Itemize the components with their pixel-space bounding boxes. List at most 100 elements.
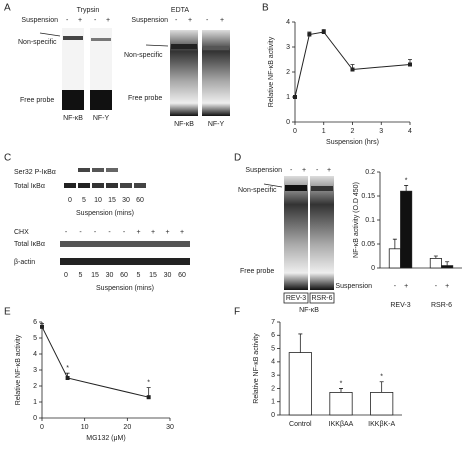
gel-image bbox=[170, 30, 230, 116]
blot-image bbox=[64, 168, 146, 188]
y-tick-label: 3 bbox=[33, 367, 37, 374]
x-tick-label: IKKβK-A bbox=[368, 421, 395, 428]
row-label: Suspension bbox=[21, 17, 58, 24]
bar bbox=[329, 392, 353, 416]
lane-label: NF-κB bbox=[174, 121, 194, 128]
sign: - bbox=[65, 229, 68, 236]
gel-image bbox=[62, 28, 112, 110]
band-label: Non-specific bbox=[18, 39, 57, 46]
y-tick-label: 2 bbox=[271, 385, 275, 392]
row-label: Total IκBα bbox=[14, 241, 45, 248]
marker bbox=[321, 30, 326, 34]
x-tick-label: 0 bbox=[293, 128, 297, 135]
lane-label: 30 bbox=[122, 197, 130, 204]
gel-title: Trypsin bbox=[77, 7, 100, 14]
error-bar bbox=[339, 388, 343, 393]
y-tick-label: 2 bbox=[33, 383, 37, 390]
lane-label: 0 bbox=[68, 197, 72, 204]
bar bbox=[288, 352, 312, 416]
blot-image bbox=[60, 241, 190, 265]
x-tick-label: 2 bbox=[351, 128, 355, 135]
sign: + bbox=[136, 229, 140, 236]
sign: + bbox=[106, 17, 110, 24]
arrow bbox=[39, 32, 61, 37]
panel-label: C bbox=[4, 153, 11, 164]
legend-entry: + bbox=[404, 283, 408, 290]
y-tick-label: 0 bbox=[371, 265, 375, 272]
sign: + bbox=[165, 229, 169, 236]
lane-box bbox=[309, 292, 335, 304]
marker bbox=[40, 324, 44, 329]
marker bbox=[350, 67, 355, 72]
row-label: Suspension bbox=[131, 17, 168, 24]
sign: + bbox=[220, 17, 224, 24]
sign: - bbox=[175, 17, 178, 24]
band-label: Non-specific bbox=[238, 187, 277, 194]
y-tick-label: 1 bbox=[33, 399, 37, 406]
lane-label: 5 bbox=[79, 272, 83, 279]
band-label: Non-specific bbox=[124, 52, 163, 59]
y-tick-label: 0 bbox=[286, 119, 290, 126]
y-axis-label: Relative NF-κB activity bbox=[268, 36, 275, 107]
arrow bbox=[263, 183, 283, 188]
axis bbox=[41, 322, 170, 419]
y-tick-label: 3 bbox=[271, 372, 275, 379]
y-tick-label: 1 bbox=[271, 399, 275, 406]
sign: - bbox=[108, 229, 111, 236]
lane-label: NF-Y bbox=[208, 121, 225, 128]
error-bar bbox=[298, 333, 303, 353]
sign: + bbox=[302, 167, 306, 174]
error-bar bbox=[433, 255, 438, 259]
y-tick-label: 6 bbox=[271, 332, 275, 339]
panel-label: A bbox=[4, 3, 11, 14]
legend-entry: - bbox=[394, 283, 397, 290]
lane-label: 30 bbox=[164, 272, 172, 279]
sign: + bbox=[188, 17, 192, 24]
marker bbox=[293, 95, 297, 99]
annotation: * bbox=[147, 379, 150, 386]
lane-label: RSR-6 bbox=[311, 295, 332, 302]
x-tick-label: Control bbox=[289, 421, 312, 428]
annotation: * bbox=[340, 380, 343, 387]
sign: + bbox=[151, 229, 155, 236]
probe-label: Free probe bbox=[20, 97, 54, 104]
probe-label: Free probe bbox=[128, 95, 162, 102]
lane-label: 15 bbox=[108, 197, 116, 204]
row-label: CHX bbox=[14, 229, 29, 236]
lane-label: 0 bbox=[64, 272, 68, 279]
lane-label: REV-3 bbox=[286, 295, 306, 302]
legend-entry: + bbox=[445, 283, 449, 290]
y-tick-label: 4 bbox=[286, 19, 290, 26]
panel-label: E bbox=[4, 307, 11, 318]
lane-label: 60 bbox=[178, 272, 186, 279]
x-tick-label: 3 bbox=[379, 128, 383, 135]
axis-label: Suspension (mins) bbox=[76, 210, 134, 217]
sign: + bbox=[327, 167, 331, 174]
y-tick-label: 5 bbox=[271, 345, 275, 352]
lane-label: NF-Y bbox=[93, 115, 110, 122]
y-tick-label: 0.05 bbox=[361, 241, 375, 248]
sign: - bbox=[206, 17, 209, 24]
x-tick-label: 20 bbox=[123, 424, 131, 431]
x-tick-label: REV-3 bbox=[390, 302, 410, 309]
annotation: * bbox=[405, 177, 408, 184]
lane-label: 15 bbox=[149, 272, 157, 279]
bar bbox=[388, 248, 401, 269]
row-label: Ser32 P-IκBα bbox=[14, 169, 56, 176]
lane-label: NF-κB bbox=[63, 115, 83, 122]
y-tick-label: 0.1 bbox=[365, 217, 375, 224]
y-tick-label: 2 bbox=[286, 69, 290, 76]
panel-label: F bbox=[234, 307, 240, 318]
arrow bbox=[145, 44, 169, 47]
x-tick-label: IKKβAA bbox=[329, 421, 354, 428]
bar bbox=[370, 392, 394, 416]
legend-title: Suspension bbox=[335, 283, 372, 290]
probe-label: Free probe bbox=[240, 268, 274, 275]
panel-label: D bbox=[234, 153, 241, 164]
group-label: NF-κB bbox=[299, 307, 319, 314]
lane-label: 60 bbox=[120, 272, 128, 279]
lane-box bbox=[283, 292, 309, 304]
axis bbox=[294, 22, 410, 123]
lane-label: 60 bbox=[136, 197, 144, 204]
